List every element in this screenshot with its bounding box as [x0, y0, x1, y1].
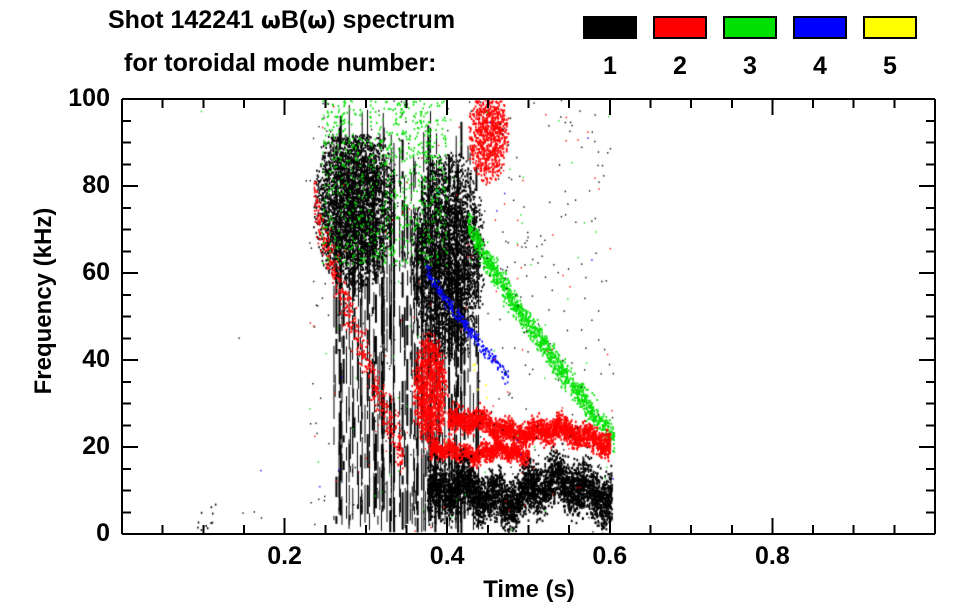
legend-label-5: 5 — [883, 52, 897, 80]
title-prefix: Shot 142241 — [108, 6, 261, 34]
plot-area — [122, 99, 935, 534]
legend-swatch-4 — [793, 16, 847, 39]
title-suffix: ) spectrum — [327, 6, 456, 34]
legend-swatch-5 — [863, 16, 917, 39]
x-axis-label: Time (s) — [483, 576, 575, 603]
legend-swatch-1 — [583, 16, 637, 39]
legend-label-4: 4 — [813, 52, 827, 80]
x-tick-0.4: 0.4 — [429, 542, 465, 570]
x-tick-0.8: 0.8 — [755, 542, 790, 570]
x-tick-0.2: 0.2 — [267, 542, 302, 570]
y-tick-100: 100 — [68, 84, 110, 112]
omega-symbol-2: ω — [307, 8, 328, 34]
x-tick-0.6: 0.6 — [592, 542, 628, 570]
figure-title-line-2: for toroidal mode number: — [124, 49, 437, 77]
y-axis-label: Frequency (kHz) — [30, 207, 57, 395]
spectrogram-canvas — [122, 99, 935, 534]
figure-title-line-1: Shot 142241 ωB(ω) spectrum — [108, 6, 455, 35]
y-tick-40: 40 — [82, 345, 110, 373]
y-tick-80: 80 — [82, 171, 110, 199]
y-tick-20: 20 — [82, 432, 110, 460]
legend-label-1: 1 — [603, 52, 617, 80]
legend-label-3: 3 — [743, 52, 757, 80]
legend-swatch-2 — [653, 16, 707, 39]
title-mid: B( — [280, 6, 308, 34]
y-tick-60: 60 — [82, 258, 110, 286]
omega-symbol-1: ω — [260, 8, 281, 34]
y-tick-0: 0 — [96, 519, 110, 547]
legend-swatch-3 — [723, 16, 777, 39]
legend-label-2: 2 — [673, 52, 687, 80]
